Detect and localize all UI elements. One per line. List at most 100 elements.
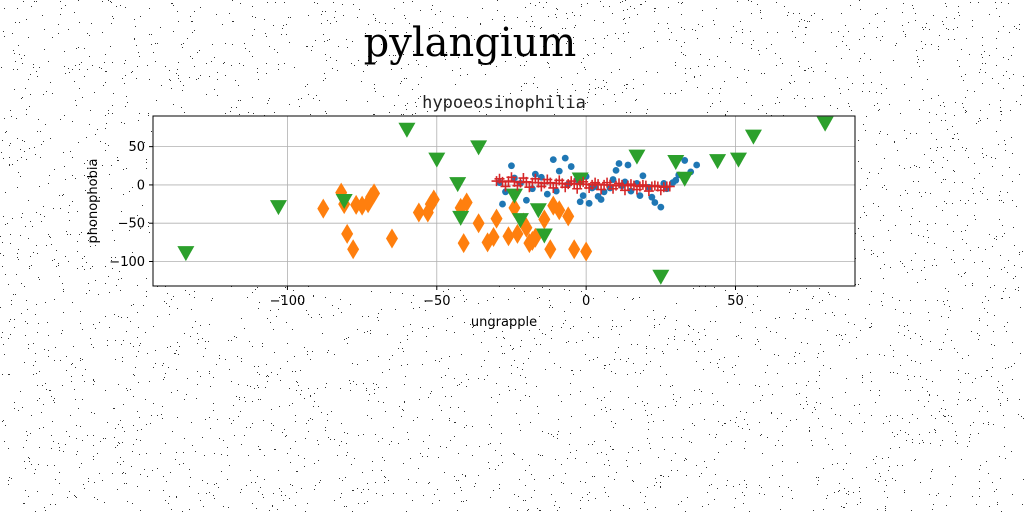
data-point xyxy=(693,161,701,169)
series-4 xyxy=(491,172,675,197)
data-point xyxy=(596,184,607,195)
data-point xyxy=(518,173,529,184)
plot-background xyxy=(153,116,855,286)
data-point xyxy=(529,203,547,219)
data-point xyxy=(502,226,515,247)
data-point xyxy=(655,185,666,196)
data-point xyxy=(566,176,577,187)
x-tick-label: −50 xyxy=(423,294,450,309)
data-point xyxy=(709,154,727,170)
data-point xyxy=(568,239,581,260)
data-point xyxy=(523,196,530,204)
data-point xyxy=(508,162,515,170)
data-point xyxy=(368,183,381,204)
data-point xyxy=(544,239,557,260)
data-point xyxy=(676,171,694,187)
data-point xyxy=(816,116,834,132)
data-point xyxy=(652,269,670,285)
data-point xyxy=(530,173,541,184)
series-2 xyxy=(317,182,593,262)
data-point xyxy=(538,209,551,230)
chart-title: hypoeosinophilia xyxy=(422,93,586,113)
data-point xyxy=(412,202,425,223)
data-point xyxy=(578,176,589,187)
markers xyxy=(177,116,834,285)
data-point xyxy=(667,154,685,170)
data-point xyxy=(585,199,593,207)
data-point xyxy=(615,160,623,167)
data-point xyxy=(639,172,647,180)
grid-lines xyxy=(153,116,855,286)
data-point xyxy=(508,197,521,218)
data-point xyxy=(269,200,287,216)
data-point xyxy=(554,175,565,186)
data-point xyxy=(608,183,619,194)
data-point xyxy=(597,196,605,203)
data-point xyxy=(643,186,654,197)
x-axis-label: ungrapple xyxy=(471,315,537,330)
data-point xyxy=(628,149,646,165)
data-point xyxy=(505,188,523,204)
data-point xyxy=(494,173,505,184)
x-tick-label: 0 xyxy=(582,294,590,309)
data-point xyxy=(341,223,354,244)
data-point xyxy=(562,206,575,227)
data-point xyxy=(612,166,620,174)
data-point xyxy=(548,182,559,193)
data-point xyxy=(553,200,566,221)
data-point xyxy=(535,228,553,244)
data-point xyxy=(584,182,595,193)
data-point xyxy=(460,192,473,213)
data-series xyxy=(177,116,834,285)
y-tick-label: 50 xyxy=(128,140,145,155)
data-point xyxy=(511,213,529,229)
data-point xyxy=(549,156,557,164)
data-point xyxy=(580,241,593,262)
axis-ticks: −100 −50 0 50 50 0 −50 −100 xyxy=(109,140,744,309)
data-point xyxy=(487,226,500,247)
data-point xyxy=(536,181,547,192)
data-point xyxy=(631,184,642,195)
y-tick-label: −100 xyxy=(109,255,145,270)
data-point xyxy=(657,203,665,211)
data-point xyxy=(452,210,470,226)
data-point xyxy=(499,200,506,208)
data-point xyxy=(398,122,416,138)
data-point xyxy=(490,208,503,229)
data-point xyxy=(555,167,563,175)
plot-frame xyxy=(152,115,856,287)
data-point xyxy=(576,198,584,206)
y-tick-label: −50 xyxy=(118,217,145,232)
data-point xyxy=(672,176,680,184)
data-point xyxy=(470,140,488,156)
data-point xyxy=(637,179,648,190)
data-point xyxy=(524,182,535,193)
data-point xyxy=(511,223,524,244)
data-point xyxy=(428,152,446,168)
data-point xyxy=(457,233,470,254)
data-point xyxy=(567,163,575,170)
data-point xyxy=(579,192,587,200)
data-point xyxy=(648,193,656,201)
data-point xyxy=(744,129,762,145)
data-point xyxy=(602,177,613,188)
data-point xyxy=(636,192,644,200)
y-axis-label: phonophobia xyxy=(86,159,101,244)
data-point xyxy=(543,190,551,198)
data-point xyxy=(500,181,511,192)
page-title: pylangium xyxy=(363,20,577,66)
data-point xyxy=(661,181,672,192)
data-point xyxy=(506,172,517,183)
data-point xyxy=(572,183,583,194)
data-point xyxy=(609,176,617,183)
data-point xyxy=(427,189,440,210)
x-tick-label: 50 xyxy=(727,294,744,309)
x-tick-label: −100 xyxy=(270,294,306,309)
data-point xyxy=(449,177,467,193)
data-point xyxy=(560,182,571,193)
y-tick-label: 0 xyxy=(137,178,145,193)
data-point xyxy=(649,180,660,191)
